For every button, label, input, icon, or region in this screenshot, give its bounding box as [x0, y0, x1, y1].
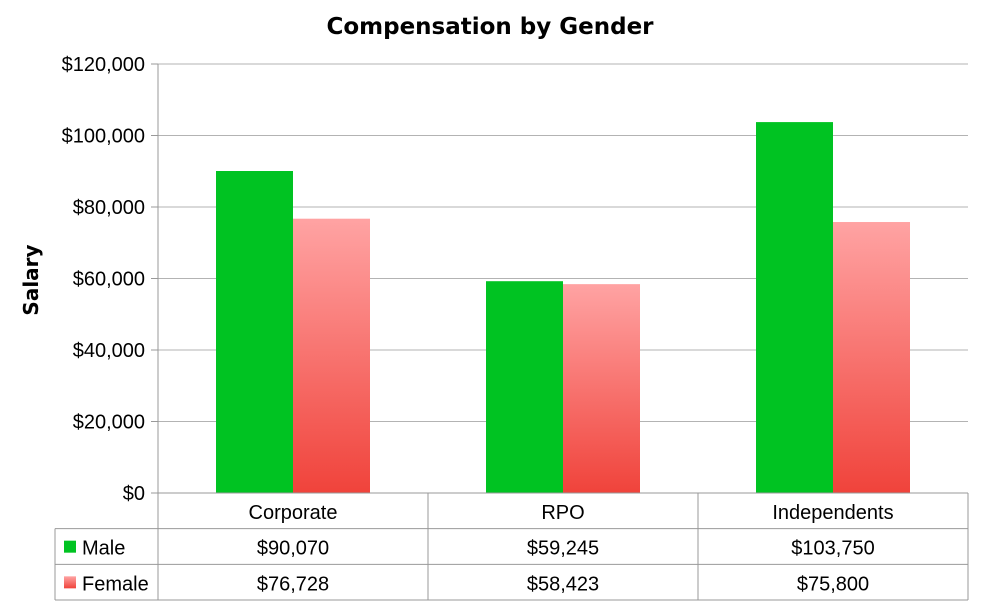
data-label: $59,245	[527, 538, 599, 560]
y-tick-label: $20,000	[73, 412, 145, 434]
y-tick-label: $120,000	[62, 54, 145, 76]
y-tick-label: $40,000	[73, 340, 145, 362]
y-tick-label: $80,000	[73, 197, 145, 219]
bar-male-rpo	[486, 281, 563, 493]
y-tick-label: $0	[123, 483, 145, 505]
bar-male-corporate	[216, 170, 293, 493]
bar-female-rpo	[563, 284, 640, 493]
data-label: $58,423	[527, 573, 599, 595]
y-axis-label: Salary	[19, 244, 43, 315]
x-tick-label: Independents	[772, 502, 893, 524]
x-tick-label: Corporate	[249, 502, 338, 524]
bar-male-independents	[756, 122, 833, 493]
data-label: $76,728	[257, 573, 329, 595]
x-tick-label: RPO	[541, 502, 584, 524]
legend-key-male	[64, 540, 76, 553]
bar-female-independents	[833, 222, 910, 493]
legend-label-female: Female	[82, 573, 149, 595]
y-tick-label: $100,000	[62, 126, 145, 148]
y-tick-label: $60,000	[73, 269, 145, 291]
legend-key-female	[64, 576, 76, 589]
legend-label-male: Male	[82, 538, 125, 560]
y-axis-ticks: $0 $20,000 $40,000 $60,000 $80,000 $100,000 $1…	[62, 54, 145, 505]
data-label: $90,070	[257, 538, 329, 560]
bars	[216, 122, 910, 494]
bar-female-corporate	[293, 218, 370, 494]
chart-title: Compensation by Gender	[326, 14, 654, 40]
data-label: $75,800	[797, 573, 869, 595]
data-label: $103,750	[791, 538, 874, 560]
data-table: Corporate RPO Independents Male $90,070 $59,2…	[54, 492, 969, 601]
